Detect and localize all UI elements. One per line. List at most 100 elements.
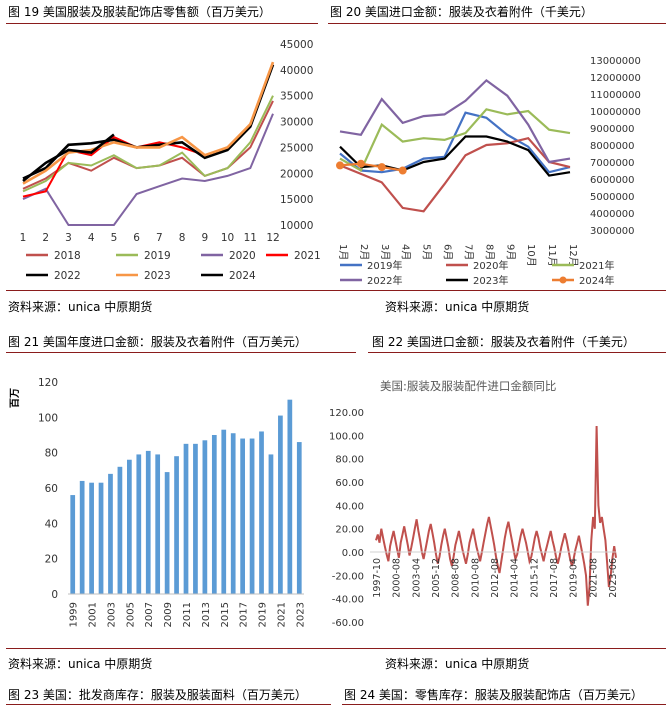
bar-2009	[164, 472, 170, 594]
legend-label-2024年: 2024年	[579, 274, 614, 287]
caption-fig21: 图 21 美国年度进口金额：服装及衣着附件（百万美元）	[8, 335, 307, 349]
caption-fig19: 图 19 美国服装及服装配饰店零售额（百万美元）	[8, 5, 271, 19]
x-tick-label: 1997-10	[372, 558, 383, 598]
x-tick-label: 10月	[525, 244, 537, 267]
y-tick-label: 60.00	[335, 478, 364, 489]
y-tick-label: 80.00	[335, 455, 364, 466]
source-fig20: 资料来源：unica 中原期货	[385, 300, 530, 314]
series-line-2021	[22, 64, 274, 198]
x-tick-label: 2007	[144, 602, 155, 627]
bar-1999	[70, 495, 76, 594]
x-tick-label: 2009	[163, 602, 174, 627]
bar-2008	[155, 454, 161, 594]
x-tick-label: 11月	[546, 244, 558, 267]
chart-fig20-import-monthly: 3000000 4000000 5000000 6000000 7000000 80000…	[336, 56, 641, 287]
bar-2014	[211, 435, 217, 594]
x-tick-label: 3月	[379, 244, 391, 260]
source-fig22: 资料来源：unica 中原期货	[385, 657, 530, 671]
chart-fig19-retail-sales: 10000 15000 20000 25000 30000 35000 40000 45000…	[6, 39, 321, 282]
legend-label-2021年: 2021年	[579, 259, 614, 272]
y-tick-label: 30000	[280, 117, 313, 129]
x-tick-label: 2011	[182, 602, 193, 627]
series-line-2020年	[339, 136, 571, 213]
y-tick-label: 13000000	[590, 56, 641, 67]
bar-2015	[221, 429, 227, 594]
x-tick-label: 8	[179, 232, 186, 244]
x-tick-label: 12	[266, 232, 279, 244]
top-rule-left	[6, 23, 318, 24]
x-tick-label: 2001	[88, 602, 99, 627]
x-tick-label: 2021-08	[588, 558, 599, 598]
y-tick-label: 20000	[280, 168, 313, 180]
y-tick-label: 4000000	[590, 209, 635, 220]
y-tick-label: 3000000	[590, 226, 635, 237]
bar-2022	[287, 399, 293, 594]
y-tick-label: 60	[45, 483, 58, 495]
y-tick-label: 40000	[280, 65, 313, 77]
x-tick-label: 9	[201, 232, 208, 244]
series-line-yoy	[375, 425, 617, 606]
y-tick-label: 6000000	[590, 175, 635, 186]
x-tick-label: 11	[244, 232, 257, 244]
series-point-2024	[336, 161, 344, 170]
x-tick-label: 1999	[69, 602, 80, 627]
mid-rule-right	[368, 352, 666, 353]
x-tick-label: 2023	[295, 602, 306, 627]
y-tick-label: 45000	[280, 39, 313, 51]
y-tick-label: 20	[45, 554, 58, 566]
series-line-2024年	[339, 162, 403, 172]
x-tick-label: 2003	[106, 602, 117, 627]
mid-rule-left	[6, 352, 356, 353]
y-tick-label: 0.00	[342, 548, 364, 559]
bar-2023	[296, 442, 302, 594]
y-tick-label: 120	[38, 377, 58, 389]
y-tick-label: 40.00	[335, 501, 364, 512]
x-tick-label: 7	[156, 232, 163, 244]
y-tick-label: -40.00	[332, 595, 364, 606]
bar-2012	[193, 443, 198, 594]
y-axis-label: 百万	[9, 388, 21, 408]
legend-marker-2024	[559, 276, 567, 284]
chart-fig21-annual-import-bar: 百万 0 20 40 60 80 100 120 1999 2001 2003 2005 2007 200…	[9, 377, 306, 627]
bar-2018	[249, 438, 255, 594]
x-tick-label: 2008-08	[451, 558, 462, 598]
series-point-2024	[356, 159, 365, 168]
x-tick-label: 2月	[358, 244, 370, 260]
x-tick-label: 5	[111, 232, 118, 244]
y-tick-label: 100.00	[329, 431, 364, 442]
x-tick-label: 1	[20, 232, 27, 244]
series-line-2020	[22, 113, 274, 226]
clip-mask	[6, 226, 278, 266]
x-tick-label: 9月	[504, 244, 516, 260]
x-tick-label: 2003-04	[411, 558, 422, 598]
x-tick-label: 2019-04	[569, 558, 580, 598]
source-rule-1	[6, 290, 666, 291]
series-line-2019年	[339, 111, 571, 174]
series-point-2024	[377, 163, 386, 172]
x-tick-label: 2017-08	[549, 558, 560, 598]
bar-2000	[79, 480, 85, 594]
bar-2013	[202, 440, 208, 594]
y-tick-label: 35000	[280, 91, 313, 103]
bar-2003	[108, 473, 113, 594]
series-line-2024	[22, 133, 115, 183]
x-tick-label: 6月	[442, 244, 454, 260]
x-tick-label: 2015	[220, 602, 231, 627]
bar-2005	[127, 459, 132, 594]
x-tick-label: 12月	[567, 244, 579, 267]
bar-2004	[117, 466, 123, 594]
y-tick-label: 120.00	[329, 408, 364, 419]
legend-label-2020: 2020	[229, 250, 256, 262]
x-tick-label: 2012-08	[490, 558, 501, 598]
y-tick-label: 40	[45, 518, 58, 530]
caption-fig22: 图 22 美国进口金额：服装及衣着附件（千美元）	[372, 335, 635, 349]
x-tick-label: 2005-12	[431, 558, 442, 598]
x-tick-label: 10	[221, 232, 234, 244]
top-rule-right	[328, 23, 666, 24]
source-rule-2	[6, 648, 666, 649]
source-fig19: 资料来源：unica 中原期货	[8, 300, 153, 314]
y-tick-label: 0	[51, 589, 58, 601]
x-tick-label: 2023-06	[608, 558, 619, 598]
legend-label-2020年: 2020年	[473, 259, 508, 272]
y-tick-label: 12000000	[590, 73, 641, 84]
